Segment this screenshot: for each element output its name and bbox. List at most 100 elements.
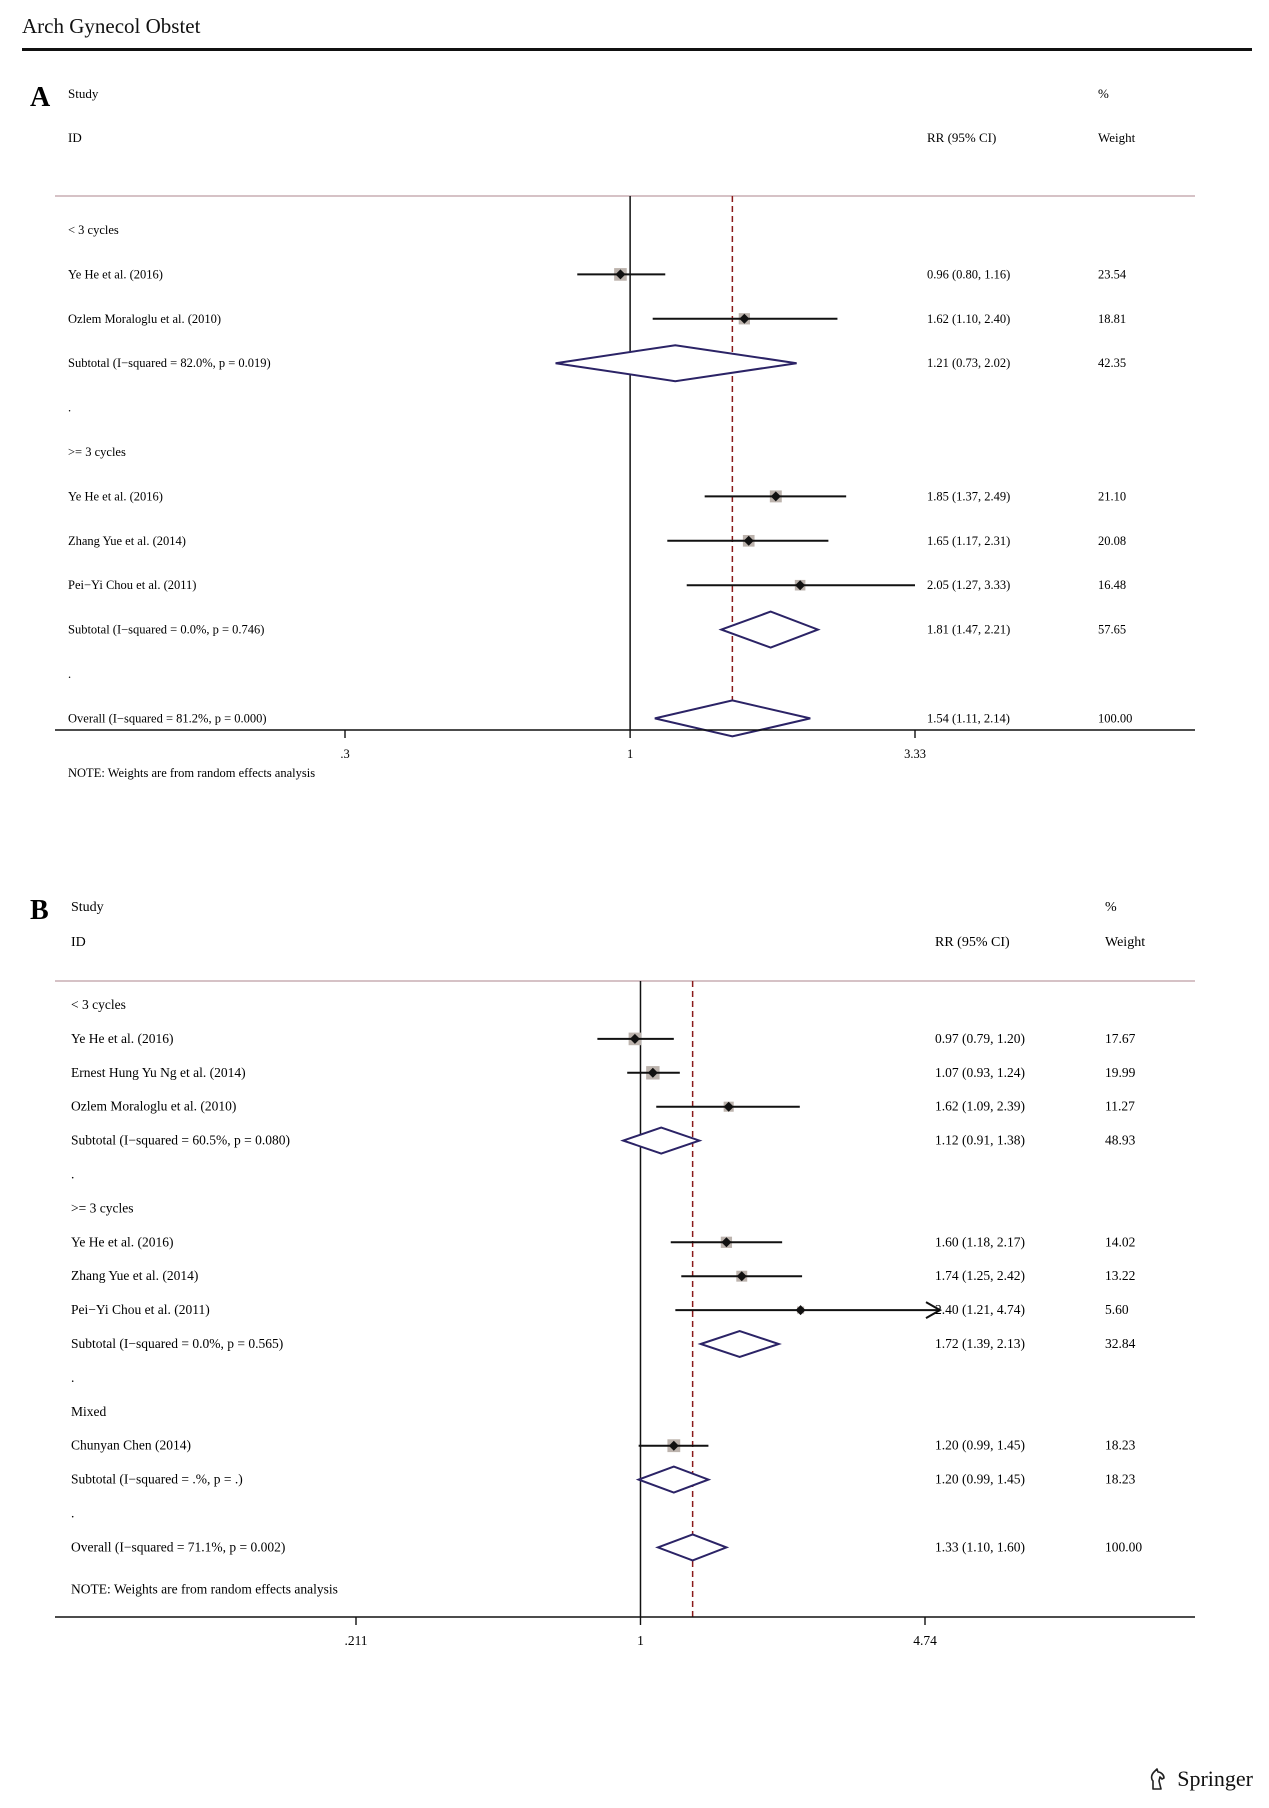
rr-value: 1.33 (1.10, 1.60) <box>935 1539 1025 1554</box>
header-pct: % <box>1105 900 1117 915</box>
panel-letter: A <box>30 82 51 113</box>
row-label: Subtotal (I−squared = 82.0%, p = 0.019) <box>68 356 271 370</box>
weight-value: 18.23 <box>1105 1438 1136 1453</box>
point-estimate <box>739 313 750 324</box>
point-estimate <box>743 535 754 546</box>
rr-value: 1.62 (1.10, 2.40) <box>927 312 1010 326</box>
row-label: Ozlem Moraloglu et al. (2010) <box>68 312 221 326</box>
row-label: >= 3 cycles <box>68 445 126 459</box>
header-rr: RR (95% CI) <box>935 935 1010 950</box>
panel-letter: B <box>30 895 49 926</box>
x-tick-label: 1 <box>637 1633 644 1648</box>
row-label: . <box>71 1167 74 1182</box>
weight-value: 21.10 <box>1098 489 1126 503</box>
subtotal-diamond <box>555 344 797 383</box>
overall-diamond <box>654 699 811 738</box>
rr-value: 1.54 (1.11, 2.14) <box>927 711 1010 725</box>
header-rr: RR (95% CI) <box>927 130 996 145</box>
header-study: Study <box>68 86 99 101</box>
header-weight: Weight <box>1105 935 1145 950</box>
weight-value: 48.93 <box>1105 1133 1136 1148</box>
row-label: Chunyan Chen (2014) <box>71 1438 191 1453</box>
row-label: Ernest Hung Yu Ng et al. (2014) <box>71 1065 246 1080</box>
rr-value: 1.72 (1.39, 2.13) <box>935 1336 1025 1351</box>
point-estimate <box>795 580 806 591</box>
page-header: Arch Gynecol Obstet <box>22 14 1252 51</box>
point-estimate <box>770 491 781 502</box>
row-label: Subtotal (I−squared = 0.0%, p = 0.565) <box>71 1336 283 1351</box>
row-label: < 3 cycles <box>71 997 126 1012</box>
row-label: Ye He et al. (2016) <box>71 1031 173 1046</box>
rr-value: 1.81 (1.47, 2.21) <box>927 623 1010 637</box>
subtotal-diamond <box>620 1126 703 1155</box>
header-study: Study <box>71 900 104 915</box>
weight-value: 42.35 <box>1098 356 1126 370</box>
point-estimate <box>668 1440 679 1451</box>
row-label: . <box>68 667 71 681</box>
footnote: NOTE: Weights are from random effects an… <box>68 766 315 780</box>
weight-value: 23.54 <box>1098 267 1127 281</box>
weight-value: 16.48 <box>1098 578 1126 592</box>
weight-value: 100.00 <box>1105 1539 1142 1554</box>
header-weight: Weight <box>1098 130 1136 145</box>
springer-horse-icon <box>1151 1768 1166 1790</box>
point-estimate <box>647 1067 658 1078</box>
header-pct: % <box>1098 86 1109 101</box>
x-tick-label: .211 <box>344 1633 367 1648</box>
rr-value: 1.85 (1.37, 2.49) <box>927 489 1010 503</box>
row-label: Subtotal (I−squared = 60.5%, p = 0.080) <box>71 1133 290 1148</box>
forest-plot-b: B Study ID RR (95% CI)% Weight < 3 cycles Ye H… <box>30 895 1195 1648</box>
footnote: NOTE: Weights are from random effects an… <box>71 1581 338 1596</box>
rr-value: 1.20 (0.99, 1.45) <box>935 1472 1025 1487</box>
point-estimate <box>721 1237 732 1248</box>
point-estimate <box>615 269 626 280</box>
rr-value: 1.62 (1.09, 2.39) <box>935 1099 1025 1114</box>
row-label: Subtotal (I−squared = .%, p = .) <box>71 1472 243 1487</box>
header-id: ID <box>68 130 82 145</box>
row-label: Overall (I−squared = 71.1%, p = 0.002) <box>71 1539 285 1554</box>
rr-value: 1.21 (0.73, 2.02) <box>927 356 1010 370</box>
weight-value: 100.00 <box>1098 711 1132 725</box>
header-id: ID <box>71 935 86 950</box>
row-label: Subtotal (I−squared = 0.0%, p = 0.746) <box>68 623 264 637</box>
row-label: Pei−Yi Chou et al. (2011) <box>68 578 196 592</box>
x-tick-label: 1 <box>627 747 633 761</box>
rr-value: 2.05 (1.27, 3.33) <box>927 578 1010 592</box>
row-label: >= 3 cycles <box>71 1200 133 1215</box>
rr-value: 1.74 (1.25, 2.42) <box>935 1268 1025 1283</box>
x-tick-label: 3.33 <box>904 747 926 761</box>
row-label: Zhang Yue et al. (2014) <box>68 534 186 548</box>
point-estimate <box>736 1271 747 1282</box>
rr-value: 2.40 (1.21, 4.74) <box>935 1302 1025 1317</box>
point-estimate <box>795 1305 806 1316</box>
row-label: Ozlem Moraloglu et al. (2010) <box>71 1099 236 1114</box>
rr-value: 1.07 (0.93, 1.24) <box>935 1065 1025 1080</box>
x-tick-label: 4.74 <box>913 1633 937 1648</box>
weight-value: 32.84 <box>1105 1336 1136 1351</box>
weight-value: 57.65 <box>1098 623 1126 637</box>
row-label: Zhang Yue et al. (2014) <box>71 1268 198 1283</box>
weight-value: 17.67 <box>1105 1031 1136 1046</box>
overall-diamond <box>655 1533 730 1562</box>
rr-value: 1.60 (1.18, 2.17) <box>935 1234 1025 1249</box>
row-label: . <box>71 1370 74 1385</box>
forest-plot-a: A Study ID RR (95% CI)% Weight < 3 cycles Ye H… <box>30 82 1195 780</box>
weight-value: 20.08 <box>1098 534 1126 548</box>
ci-arrow <box>925 1301 943 1319</box>
subtotal-diamond <box>697 1329 782 1359</box>
rr-value: 1.65 (1.17, 2.31) <box>927 534 1010 548</box>
rr-value: 0.97 (0.79, 1.20) <box>935 1031 1025 1046</box>
weight-value: 13.22 <box>1105 1268 1135 1283</box>
journal-title: Arch Gynecol Obstet <box>22 14 201 38</box>
weight-value: 19.99 <box>1105 1065 1136 1080</box>
page-footer: Springer <box>1147 1766 1253 1792</box>
weight-value: 18.23 <box>1105 1472 1136 1487</box>
row-label: . <box>71 1506 74 1521</box>
row-label: . <box>68 401 71 415</box>
row-label: Pei−Yi Chou et al. (2011) <box>71 1302 210 1317</box>
row-label: Overall (I−squared = 81.2%, p = 0.000) <box>68 711 267 725</box>
rr-value: 0.96 (0.80, 1.16) <box>927 267 1010 281</box>
point-estimate <box>629 1033 640 1044</box>
publisher-name: Springer <box>1177 1766 1253 1791</box>
subtotal-diamond <box>718 610 821 649</box>
